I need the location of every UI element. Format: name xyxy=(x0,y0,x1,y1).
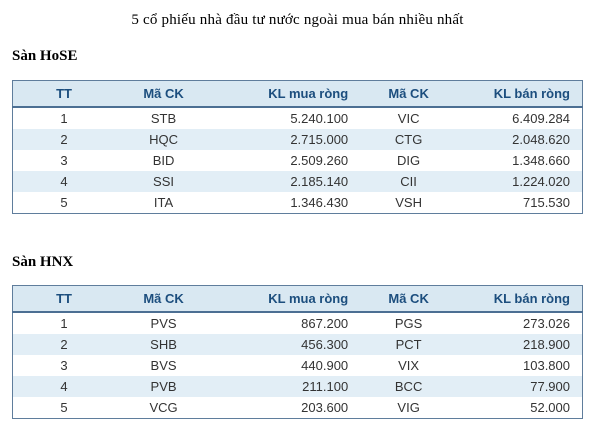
section-heading-hose: Sàn HoSE xyxy=(12,48,78,64)
table-row: 4 PVB 211.100 BCC 77.900 xyxy=(12,376,583,397)
cell-rank: 3 xyxy=(12,150,116,171)
table-row: 5 ITA 1.346.430 VSH 715.530 xyxy=(12,192,583,214)
column-header-buy-ticker: Mã CK xyxy=(115,285,212,313)
section-heading-hnx: Sàn HNX xyxy=(12,254,74,270)
column-header-sell-ticker: Mã CK xyxy=(360,285,458,313)
column-header-sell-volume: KL bán ròng xyxy=(457,80,583,108)
cell-sell-volume: 2.048.620 xyxy=(457,129,583,150)
cell-rank: 3 xyxy=(12,355,116,376)
table-row: 1 PVS 867.200 PGS 273.026 xyxy=(12,312,583,334)
cell-sell-ticker: BCC xyxy=(360,376,458,397)
cell-buy-volume: 211.100 xyxy=(211,376,361,397)
document-page: 5 cổ phiếu nhà đầu tư nước ngoài mua bán… xyxy=(12,12,583,419)
column-header-sell-volume: KL bán ròng xyxy=(457,285,583,313)
cell-rank: 4 xyxy=(12,171,116,192)
cell-sell-ticker: PCT xyxy=(360,334,458,355)
cell-sell-volume: 6.409.284 xyxy=(457,107,583,129)
table-row: 3 BVS 440.900 VIX 103.800 xyxy=(12,355,583,376)
section-hnx: Sàn HNX TT Mã CK KL mua ròng Mã CK KL bá… xyxy=(12,254,583,419)
cell-rank: 5 xyxy=(12,397,116,419)
cell-buy-volume: 1.346.430 xyxy=(211,192,361,214)
cell-sell-volume: 1.224.020 xyxy=(457,171,583,192)
cell-buy-ticker: PVB xyxy=(115,376,212,397)
cell-sell-ticker: CII xyxy=(360,171,458,192)
cell-buy-volume: 440.900 xyxy=(211,355,361,376)
cell-rank: 4 xyxy=(12,376,116,397)
table-row: 4 SSI 2.185.140 CII 1.224.020 xyxy=(12,171,583,192)
cell-rank: 5 xyxy=(12,192,116,214)
table-header-hose: TT Mã CK KL mua ròng Mã CK KL bán ròng xyxy=(12,80,583,108)
table-header-hnx: TT Mã CK KL mua ròng Mã CK KL bán ròng xyxy=(12,285,583,313)
cell-sell-volume: 218.900 xyxy=(457,334,583,355)
cell-buy-volume: 456.300 xyxy=(211,334,361,355)
cell-buy-ticker: VCG xyxy=(115,397,212,419)
cell-sell-ticker: PGS xyxy=(360,312,458,334)
table-body-hose: 1 STB 5.240.100 VIC 6.409.284 2 HQC 2.71… xyxy=(12,107,583,214)
cell-buy-ticker: SSI xyxy=(115,171,212,192)
cell-sell-ticker: VIX xyxy=(360,355,458,376)
table-row: 2 SHB 456.300 PCT 218.900 xyxy=(12,334,583,355)
table-row: 5 VCG 203.600 VIG 52.000 xyxy=(12,397,583,419)
cell-buy-ticker: PVS xyxy=(115,312,212,334)
column-header-buy-ticker: Mã CK xyxy=(115,80,212,108)
header-row: TT Mã CK KL mua ròng Mã CK KL bán ròng xyxy=(12,80,583,108)
cell-sell-ticker: VIC xyxy=(360,107,458,129)
cell-rank: 1 xyxy=(12,312,116,334)
cell-sell-volume: 273.026 xyxy=(457,312,583,334)
cell-buy-ticker: ITA xyxy=(115,192,212,214)
cell-sell-volume: 77.900 xyxy=(457,376,583,397)
table-row: 1 STB 5.240.100 VIC 6.409.284 xyxy=(12,107,583,129)
cell-buy-ticker: STB xyxy=(115,107,212,129)
cell-buy-ticker: BVS xyxy=(115,355,212,376)
table-row: 2 HQC 2.715.000 CTG 2.048.620 xyxy=(12,129,583,150)
cell-buy-volume: 5.240.100 xyxy=(211,107,361,129)
section-hose: Sàn HoSE TT Mã CK KL mua ròng Mã CK KL b… xyxy=(12,48,583,214)
column-header-rank: TT xyxy=(12,80,116,108)
cell-sell-volume: 52.000 xyxy=(457,397,583,419)
cell-rank: 2 xyxy=(12,129,116,150)
table-body-hnx: 1 PVS 867.200 PGS 273.026 2 SHB 456.300 … xyxy=(12,312,583,419)
cell-sell-volume: 1.348.660 xyxy=(457,150,583,171)
stock-table-hose: TT Mã CK KL mua ròng Mã CK KL bán ròng 1… xyxy=(12,80,583,214)
cell-sell-ticker: VIG xyxy=(360,397,458,419)
header-row: TT Mã CK KL mua ròng Mã CK KL bán ròng xyxy=(12,285,583,313)
column-header-buy-volume: KL mua ròng xyxy=(211,285,361,313)
table-row: 3 BID 2.509.260 DIG 1.348.660 xyxy=(12,150,583,171)
cell-buy-volume: 2.185.140 xyxy=(211,171,361,192)
column-header-rank: TT xyxy=(12,285,116,313)
cell-sell-volume: 103.800 xyxy=(457,355,583,376)
cell-buy-volume: 867.200 xyxy=(211,312,361,334)
stock-table-hnx: TT Mã CK KL mua ròng Mã CK KL bán ròng 1… xyxy=(12,285,583,419)
cell-rank: 1 xyxy=(12,107,116,129)
cell-sell-ticker: CTG xyxy=(360,129,458,150)
cell-rank: 2 xyxy=(12,334,116,355)
cell-sell-ticker: VSH xyxy=(360,192,458,214)
cell-sell-ticker: DIG xyxy=(360,150,458,171)
cell-buy-volume: 203.600 xyxy=(211,397,361,419)
cell-sell-volume: 715.530 xyxy=(457,192,583,214)
column-header-sell-ticker: Mã CK xyxy=(360,80,458,108)
cell-buy-volume: 2.715.000 xyxy=(211,129,361,150)
cell-buy-volume: 2.509.260 xyxy=(211,150,361,171)
column-header-buy-volume: KL mua ròng xyxy=(211,80,361,108)
cell-buy-ticker: BID xyxy=(115,150,212,171)
cell-buy-ticker: SHB xyxy=(115,334,212,355)
page-title: 5 cổ phiếu nhà đầu tư nước ngoài mua bán… xyxy=(131,12,464,28)
cell-buy-ticker: HQC xyxy=(115,129,212,150)
